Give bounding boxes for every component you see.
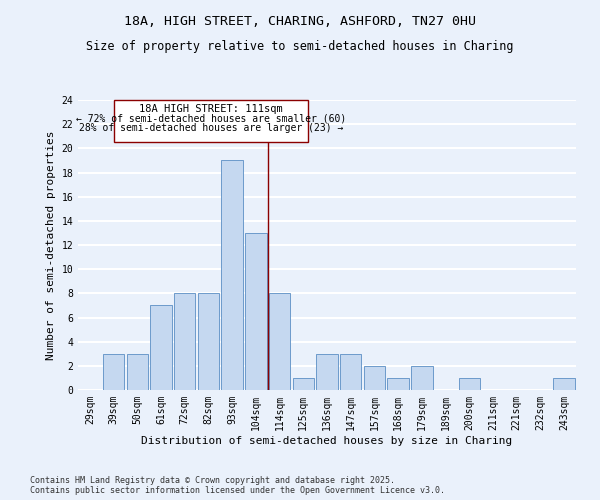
Text: 28% of semi-detached houses are larger (23) →: 28% of semi-detached houses are larger (… [79, 123, 343, 133]
Bar [103, 354, 124, 390]
Bar [411, 366, 433, 390]
X-axis label: Distribution of semi-detached houses by size in Charing: Distribution of semi-detached houses by … [142, 436, 512, 446]
Text: ← 72% of semi-detached houses are smaller (60): ← 72% of semi-detached houses are smalle… [76, 114, 346, 124]
Bar [458, 378, 480, 390]
Bar [127, 354, 148, 390]
Bar [553, 378, 575, 390]
FancyBboxPatch shape [113, 100, 308, 142]
Text: Size of property relative to semi-detached houses in Charing: Size of property relative to semi-detach… [86, 40, 514, 53]
Text: Contains HM Land Registry data © Crown copyright and database right 2025.
Contai: Contains HM Land Registry data © Crown c… [30, 476, 445, 495]
Bar [293, 378, 314, 390]
Text: 18A HIGH STREET: 111sqm: 18A HIGH STREET: 111sqm [139, 104, 283, 114]
Bar [174, 294, 196, 390]
Bar [198, 294, 219, 390]
Bar [340, 354, 361, 390]
Bar [221, 160, 243, 390]
Bar [364, 366, 385, 390]
Y-axis label: Number of semi-detached properties: Number of semi-detached properties [46, 130, 56, 360]
Text: 18A, HIGH STREET, CHARING, ASHFORD, TN27 0HU: 18A, HIGH STREET, CHARING, ASHFORD, TN27… [124, 15, 476, 28]
Bar [151, 306, 172, 390]
Bar [245, 233, 266, 390]
Bar [388, 378, 409, 390]
Bar [269, 294, 290, 390]
Bar [316, 354, 338, 390]
